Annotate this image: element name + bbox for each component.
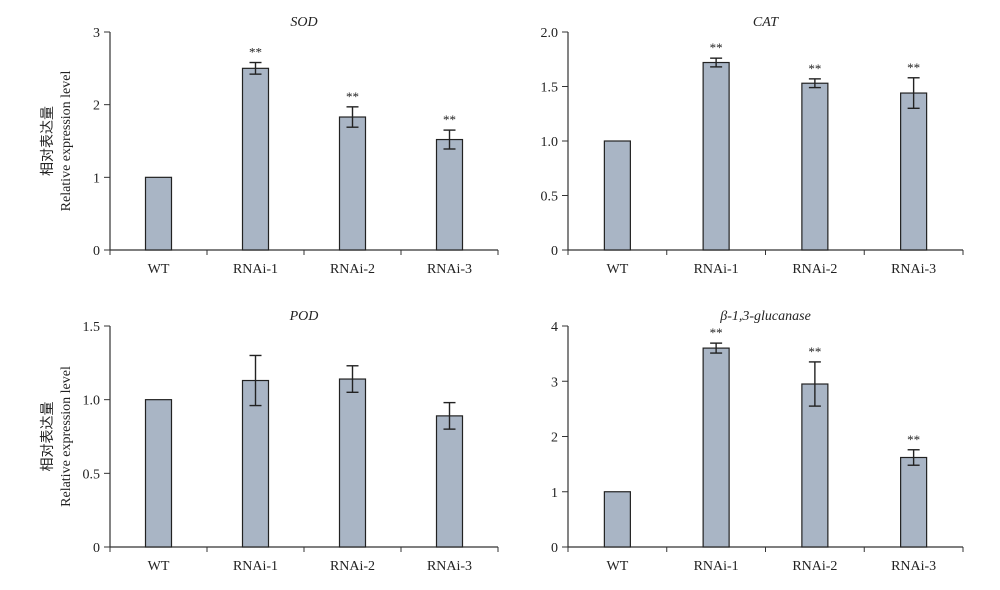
chart-title: SOD xyxy=(290,15,317,30)
bar-rnai-3 xyxy=(435,415,464,548)
y-tick-label: 0 xyxy=(551,541,558,556)
category-label: RNAi-3 xyxy=(891,559,936,574)
bar-wt xyxy=(603,140,631,251)
category-label: RNAi-2 xyxy=(330,559,375,574)
y-tick-label: 2.0 xyxy=(541,26,559,41)
significance-mark: ** xyxy=(346,89,359,104)
significance-mark: ** xyxy=(443,112,456,127)
y-tick-label: 1 xyxy=(93,171,100,186)
y-tick-label: 0 xyxy=(93,541,100,556)
significance-mark: ** xyxy=(907,432,920,447)
category-label: WT xyxy=(606,559,628,574)
category-label: RNAi-2 xyxy=(330,262,375,277)
category-label: RNAi-3 xyxy=(891,262,936,277)
y-tick-label: 0 xyxy=(93,244,100,259)
y-tick-label: 2 xyxy=(93,99,100,114)
category-label: RNAi-1 xyxy=(694,559,739,574)
chart-title: POD xyxy=(289,309,319,324)
bar-rnai-2 xyxy=(338,378,367,548)
bar-wt xyxy=(144,176,173,251)
significance-mark: ** xyxy=(808,344,821,359)
y-tick-label: 3 xyxy=(551,375,558,390)
y-tick-label: 0.5 xyxy=(83,467,101,482)
y-tick-label: 0 xyxy=(551,244,558,259)
category-label: WT xyxy=(606,262,628,277)
y-tick-label: 1.5 xyxy=(541,81,559,96)
chart-panel-2: CAT 0 0.5 1.0 1.5 2.0 WT ** RNAi-1 ** RNAi-2 ** RNAi… xyxy=(541,15,964,277)
category-label: RNAi-1 xyxy=(233,559,278,574)
y-tick-label: 3 xyxy=(93,26,100,41)
category-label: RNAi-2 xyxy=(792,559,837,574)
y-tick-label: 2 xyxy=(551,431,558,446)
significance-mark: ** xyxy=(249,45,262,60)
category-label: RNAi-1 xyxy=(694,262,739,277)
bar-rnai-1 xyxy=(702,347,730,548)
significance-mark: ** xyxy=(907,60,920,75)
significance-mark: ** xyxy=(808,61,821,76)
y-axis-label-en: Relative expression level xyxy=(59,71,74,212)
bar-rnai-2 xyxy=(338,116,367,251)
bar-rnai-3 xyxy=(900,92,928,251)
y-tick-label: 1 xyxy=(551,486,558,501)
chart-panel-3: POD 0 0.5 1.0 1.5 WT RNAi-1 RNAi-2 RNAi-3 相对表达量 Re… xyxy=(40,309,499,574)
y-tick-label: 1.5 xyxy=(83,320,101,335)
bar-rnai-2 xyxy=(801,82,829,251)
category-label: RNAi-3 xyxy=(427,559,472,574)
y-tick-label: 1.0 xyxy=(541,135,559,150)
bar-rnai-1 xyxy=(241,379,270,548)
bar-wt xyxy=(144,399,173,548)
chart-title: β-1,3-glucanase xyxy=(719,309,811,324)
y-tick-label: 1.0 xyxy=(83,394,101,409)
y-axis-label-en: Relative expression level xyxy=(59,366,74,507)
chart-panel-1: SOD 0 1 2 3 WT ** RNAi-1 ** RNAi-2 ** RNAi-3 相对表达量 Re… xyxy=(40,15,499,277)
y-axis-label-cn: 相对表达量 xyxy=(40,106,56,176)
category-label: RNAi-2 xyxy=(792,262,837,277)
significance-mark: ** xyxy=(710,325,723,340)
bar-rnai-1 xyxy=(241,67,270,251)
significance-mark: ** xyxy=(710,40,723,55)
category-label: RNAi-3 xyxy=(427,262,472,277)
category-label: WT xyxy=(148,559,170,574)
bar-rnai-3 xyxy=(435,138,464,251)
bar-rnai-2 xyxy=(801,383,829,548)
category-label: RNAi-1 xyxy=(233,262,278,277)
y-tick-label: 0.5 xyxy=(541,190,559,205)
y-axis-label: 相对表达量 Relative expression level xyxy=(40,366,74,507)
chart-panel-4: β-1,3-glucanase 0 1 2 3 4 WT ** RNAi-1 ** RNAi-2 **… xyxy=(551,309,964,574)
bar-wt xyxy=(603,491,631,548)
category-label: WT xyxy=(148,262,170,277)
bar-rnai-3 xyxy=(900,456,928,548)
y-axis-label-cn: 相对表达量 xyxy=(40,402,56,472)
chart-title: CAT xyxy=(753,15,779,30)
y-tick-label: 4 xyxy=(551,320,558,335)
bar-rnai-1 xyxy=(702,61,730,251)
y-axis-label: 相对表达量 Relative expression level xyxy=(40,71,74,212)
